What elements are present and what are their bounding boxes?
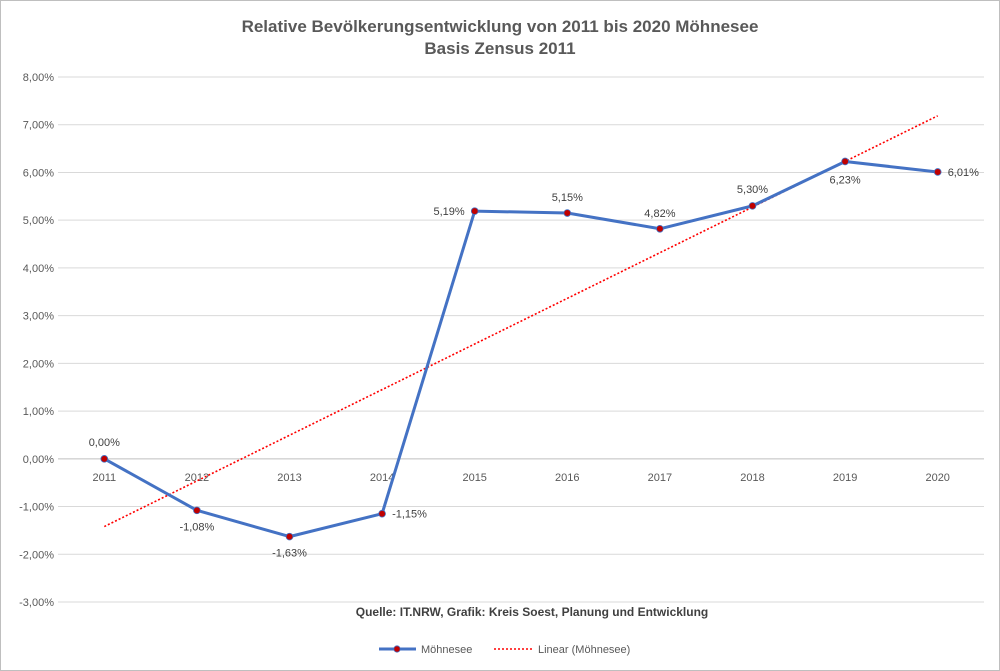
y-axis-tick-labels: 8,00% 7,00% 6,00% 5,00% 4,00% 3,00% 2,00% 1,00%… — [19, 72, 54, 609]
data-label: -1,63% — [272, 548, 307, 560]
y-tick-label: -1,00% — [19, 502, 54, 514]
data-label: 5,19% — [433, 206, 464, 218]
trendline-linear — [103, 115, 939, 528]
x-axis-tick-labels: 2011 2012 2013 2014 2015 2016 2017 2018 2019 2020 — [92, 472, 949, 484]
legend-trend-name: Linear (Möhnesee) — [538, 644, 630, 656]
y-tick-label: 5,00% — [23, 215, 54, 227]
data-label: 5,15% — [552, 192, 583, 204]
x-tick-label: 2012 — [185, 472, 209, 484]
series-line — [103, 159, 938, 539]
source-note: Quelle: IT.NRW, Grafik: Kreis Soest, Pla… — [356, 605, 709, 619]
data-point — [563, 209, 572, 217]
y-tick-label: 1,00% — [23, 406, 54, 418]
data-labels: 0,00% -1,08% -1,63% -1,15% 5,19% 5,15% 4,82% 5,… — [89, 167, 979, 560]
y-tick-label: -2,00% — [19, 549, 54, 561]
data-label: 6,01% — [948, 167, 979, 179]
data-point — [193, 506, 201, 515]
y-tick-label: 8,00% — [23, 72, 54, 84]
legend-series-marker — [393, 645, 401, 653]
y-tick-label: -3,00% — [19, 597, 54, 609]
data-label: -1,15% — [392, 509, 427, 521]
legend-series-name: Möhnesee — [421, 644, 472, 656]
data-point — [100, 455, 109, 463]
y-tick-label: 4,00% — [23, 263, 54, 275]
series-moehnesee — [100, 157, 942, 541]
data-label: 5,30% — [737, 184, 768, 196]
x-tick-label: 2019 — [833, 472, 857, 484]
y-tick-label: 7,00% — [23, 120, 54, 132]
y-tick-label: 6,00% — [23, 167, 54, 179]
data-point — [285, 532, 294, 541]
x-tick-label: 2017 — [648, 472, 672, 484]
data-label: -1,08% — [179, 521, 214, 533]
data-point — [470, 207, 479, 215]
x-tick-label: 2014 — [370, 472, 394, 484]
x-tick-label: 2015 — [462, 472, 486, 484]
data-label: 0,00% — [89, 437, 120, 449]
data-label: 4,82% — [644, 208, 675, 220]
data-label: 6,23% — [829, 174, 860, 186]
data-point — [841, 157, 849, 166]
gridlines — [58, 76, 984, 603]
y-tick-label: 2,00% — [23, 358, 54, 370]
x-tick-label: 2020 — [925, 472, 949, 484]
data-point — [933, 168, 942, 176]
chart-subtitle: Basis Zensus 2011 — [424, 39, 575, 58]
data-point — [656, 224, 664, 233]
legend: Möhnesee Linear (Möhnesee) — [379, 644, 630, 656]
chart-title: Relative Bevölkerungsentwicklung von 201… — [242, 17, 759, 36]
x-tick-label: 2016 — [555, 472, 579, 484]
y-tick-label: 3,00% — [23, 311, 54, 323]
data-point — [378, 509, 386, 518]
x-tick-label: 2013 — [277, 472, 301, 484]
data-point — [748, 202, 757, 210]
trendline — [103, 115, 939, 528]
x-tick-label: 2018 — [740, 472, 764, 484]
y-tick-label: 0,00% — [23, 454, 54, 466]
x-tick-label: 2011 — [92, 472, 116, 484]
